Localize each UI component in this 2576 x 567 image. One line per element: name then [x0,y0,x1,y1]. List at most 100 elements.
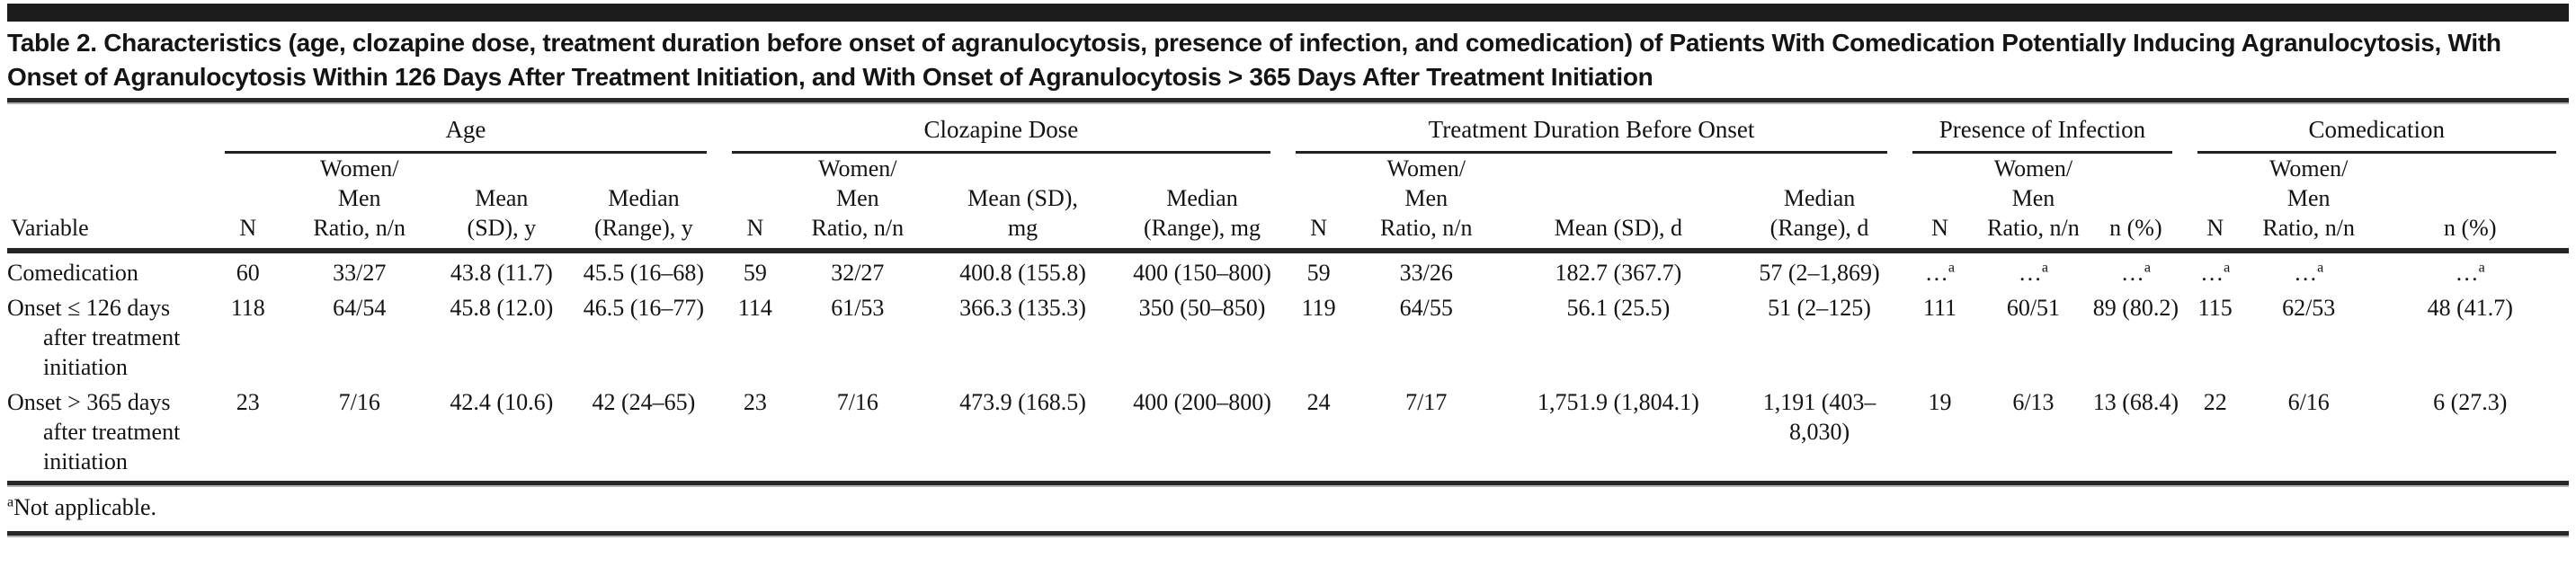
table-cell: …a [1924,260,1956,286]
table-cell: 366.3 (135.3) [959,295,1086,321]
table-cell: 64/54 [333,295,387,321]
table-cell: 33/26 [1399,260,1453,286]
table-cell: 1,191 (403–8,030) [1762,389,1876,445]
table-title: Table 2. Characteristics (age, clozapine… [7,29,2501,91]
table-cell: 19 [1928,389,1952,415]
footnote-text: Not applicable. [13,494,156,520]
table-cell: 473.9 (168.5) [959,389,1086,415]
table-cell: 1,751.9 (1,804.1) [1538,389,1699,415]
row-label-cell: Comedication [7,260,138,286]
group-header-label: Presence of Infection [1912,115,2172,154]
table-cell: 60 [236,260,260,286]
table-cell: 23 [743,389,767,415]
table-cell: 64/55 [1399,295,1453,321]
column-header-cell: Median (Range), y [567,154,719,253]
table-cell: 60/51 [2006,295,2061,321]
table-cell: 46.5 (16–77) [583,295,705,321]
table-cell: 23 [236,389,260,415]
column-header-cell: Women/Men Ratio, n/n [283,154,435,253]
column-header-cell: Variable [7,154,212,253]
footnote-marker: a [7,494,14,510]
column-header-cell: Mean (SD), d [1498,154,1739,253]
table-cell: …a [2294,260,2324,286]
column-header-cell: N [718,154,791,253]
table-cell: 42 (24–65) [592,389,696,415]
table-cell: 33/27 [333,260,387,286]
group-header-cell: Presence of Infection [1900,104,2184,154]
column-header-cell: n (%) [2087,154,2185,253]
table-row: Comedication 60 33/27 43.8 (11.7) 45.5 (16–6… [7,251,2569,288]
group-header-cell: Clozapine Dose [719,104,1283,154]
table-cell: 400 (150–800) [1133,260,1271,286]
table-cell: 7/16 [338,389,380,415]
table-cell: 6/13 [2012,389,2055,415]
table-cell: 42.4 (10.6) [450,389,554,415]
table-top-rule [7,98,2569,104]
table-cell: 6/16 [2287,389,2330,415]
column-header-cell: Median (Range), d [1738,154,1901,253]
group-header-cell: Comedication [2185,104,2569,154]
table-cell: 22 [2203,389,2227,415]
table-cell: 118 [230,295,265,321]
table-cell: 400 (200–800) [1133,389,1271,415]
group-header-row: Age Clozapine Dose Treatment Duration Befo… [7,104,2569,154]
table-cell: 350 (50–850) [1138,295,1266,321]
table-cell: …a [2200,260,2231,286]
table-cell: 59 [1306,260,1331,286]
row-label-cell: Onset ≤ 126 days after treatment initiat… [7,295,181,380]
group-header-cell: Age [212,104,719,154]
table-cell: 24 [1306,389,1331,415]
column-header-cell: Women/Men Ratio, n/n [1354,154,1499,253]
column-header-cell: N [1282,154,1355,253]
table-cell: 13 (68.4) [2092,389,2179,415]
column-header-cell: Women/Men Ratio, n/n [1979,154,2088,253]
column-header-cell: Women/Men Ratio, n/n [790,154,924,253]
table-cell: 89 (80.2) [2092,295,2179,321]
table-cell: 59 [743,260,767,286]
table-row: Onset ≤ 126 days after treatment initiat… [7,288,2569,383]
table-cell: 114 [737,295,772,321]
table-cell: 111 [1922,295,1957,321]
column-header-cell: Women/Men Ratio, n/n [2245,154,2372,253]
table-cell: …a [2455,260,2485,286]
column-header-cell: N [2184,154,2246,253]
row-label-cell: Onset > 365 days after treatment initiat… [7,389,181,474]
table-cell: 48 (41.7) [2427,295,2513,321]
table-cell: 7/17 [1405,389,1448,415]
page: Table 2. Characteristics (age, clozapine… [0,4,2576,537]
table-cell: 45.5 (16–68) [583,260,705,286]
group-header-cell: Treatment Duration Before Onset [1283,104,1901,154]
top-black-bar [7,4,2569,22]
table-cell: 45.8 (12.0) [450,295,554,321]
table-cell: 119 [1301,295,1336,321]
column-header-cell: n (%) [2371,154,2569,253]
table-cell: 6 (27.3) [2433,389,2508,415]
column-header-cell: Median (Range), mg [1121,154,1283,253]
table-cell: …a [2120,260,2151,286]
table-cell: 56.1 (25.5) [1566,295,1671,321]
table-cell: …a [2018,260,2049,286]
group-header-label: Treatment Duration Before Onset [1295,115,1888,154]
table-cell: 32/27 [831,260,885,286]
table-cell: 62/53 [2282,295,2336,321]
table-cell: 57 (2–1,869) [1759,260,1880,286]
table-cell: 182.7 (367.7) [1555,260,1682,286]
table-cell: 400.8 (155.8) [959,260,1086,286]
column-header-cell: N [1900,154,1980,253]
group-header-cell [7,104,212,154]
table-cell: 61/53 [831,295,885,321]
table-header: Age Clozapine Dose Treatment Duration Befo… [7,104,2569,253]
table-cell: 51 (2–125) [1768,295,1871,321]
table-cell: 115 [2197,295,2233,321]
group-header-label: Comedication [2197,115,2556,154]
table-body: Comedication 60 33/27 43.8 (11.7) 45.5 (16–6… [7,251,2569,477]
footnote: aNot applicable. [7,487,2569,527]
column-header-cell: N [211,154,284,253]
table-bottom-rule [7,531,2569,537]
column-header-cell: Mean (SD), y [434,154,568,253]
table-cell: 7/16 [836,389,878,415]
group-header-label: Age [224,115,707,154]
table-row: Onset > 365 days after treatment initiat… [7,383,2569,477]
column-header-cell: Mean (SD), mg [923,154,1122,253]
